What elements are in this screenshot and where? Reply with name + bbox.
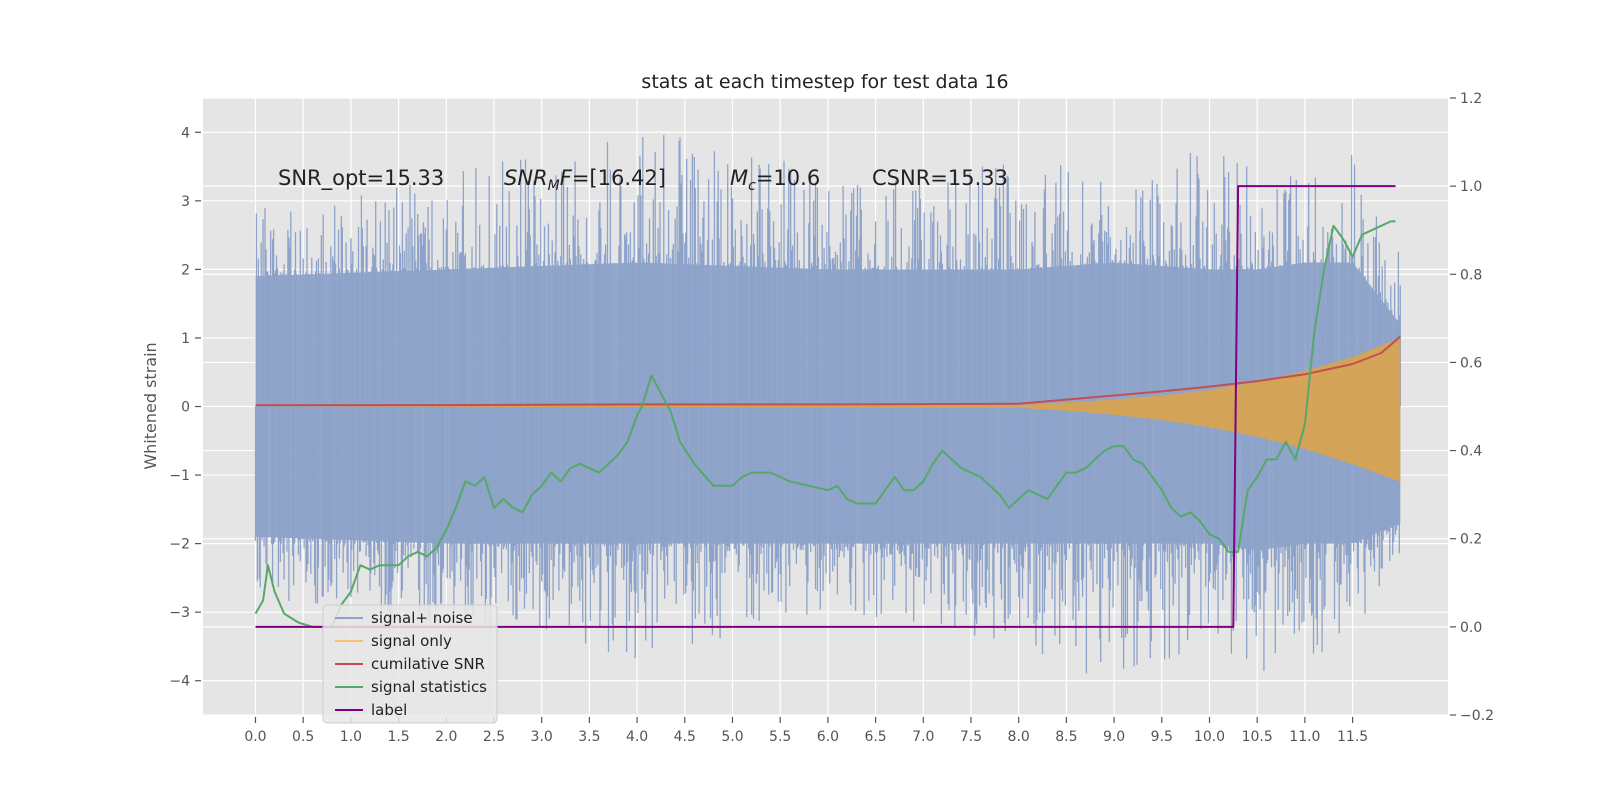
annotation-snr-opt: SNR_opt=15.33: [278, 166, 444, 191]
legend-entry: signal statistics: [371, 678, 487, 696]
x-tick-label: 1.5: [387, 729, 409, 745]
annotation-snr-mf: SNRMF=[16.42]: [504, 166, 666, 194]
x-axis: 0.0 0.5 1.0 1.5 2.0 2.5 3.0 3.5 4.0 4.5 5.0 5.5 6.0 6…: [244, 717, 1368, 745]
annotation-mc: Mc=10.6: [730, 166, 820, 194]
y-tick-label: 0: [181, 400, 190, 416]
y-right-tick-label: 1.0: [1460, 179, 1482, 195]
chart-title: stats at each timestep for test data 16: [641, 71, 1008, 93]
x-tick-label: 8.0: [1008, 729, 1030, 745]
series-label: [255, 185, 1396, 628]
x-tick-label: 7.5: [960, 729, 982, 745]
legend-box: [322, 604, 498, 724]
y-tick-label: −3: [169, 605, 190, 621]
signal-only-series: [255, 337, 1401, 482]
y-tick-label: 3: [181, 194, 190, 210]
x-tick-label: 6.5: [864, 729, 886, 745]
x-tick-label: 10.0: [1194, 729, 1225, 745]
y-right-tick-label: 0.0: [1460, 620, 1482, 636]
x-tick-label: 5.0: [721, 729, 743, 745]
y-axis-right: −0.2 0.0 0.2 0.4 0.6 0.8 1.0 1.2: [1450, 91, 1494, 724]
signal-only-area: [255, 337, 1401, 482]
legend: signal+ noise signal only cumilative SNR si…: [322, 604, 498, 724]
x-tick-label: 0.5: [292, 729, 314, 745]
x-tick-label: 5.5: [769, 729, 791, 745]
x-tick-label: 4.0: [626, 729, 648, 745]
annotations: SNR_opt=15.33 SNRMF=[16.42] Mc=10.6 CSNR=15…: [278, 166, 1008, 194]
legend-entry: signal only: [371, 632, 452, 650]
y-right-tick-label: −0.2: [1460, 708, 1494, 724]
line-series: [254, 185, 1401, 628]
signal-noise-spikes: [254, 135, 1401, 674]
y-right-tick-label: 0.8: [1460, 267, 1482, 283]
y-right-tick-label: 1.2: [1460, 91, 1482, 107]
y-tick-label: −4: [169, 674, 190, 690]
x-tick-label: 1.0: [340, 729, 362, 745]
y-tick-label: −1: [169, 468, 190, 484]
y-tick-label: −2: [169, 537, 190, 553]
x-tick-label: 9.0: [1103, 729, 1125, 745]
x-tick-label: 9.5: [1151, 729, 1173, 745]
series-signal-statistics: [254, 220, 1396, 628]
y-tick-label: 1: [181, 331, 190, 347]
x-tick-label: 7.0: [912, 729, 934, 745]
legend-entry: cumilative SNR: [371, 655, 485, 673]
x-tick-label: 2.0: [435, 729, 457, 745]
y-axis-label: Whitened strain: [141, 342, 160, 469]
legend-entry: signal+ noise: [371, 609, 473, 627]
x-tick-label: 11.5: [1337, 729, 1368, 745]
series-cumilative-snr: [255, 335, 1401, 407]
y-right-tick-label: 0.4: [1460, 444, 1482, 460]
x-tick-label: 11.0: [1289, 729, 1320, 745]
x-tick-label: 0.0: [244, 729, 266, 745]
y-right-tick-label: 0.2: [1460, 532, 1482, 548]
y-right-tick-label: 0.6: [1460, 355, 1482, 371]
x-tick-label: 6.0: [817, 729, 839, 745]
x-tick-label: 4.5: [674, 729, 696, 745]
annotation-csnr: CSNR=15.33: [872, 166, 1008, 190]
y-tick-label: 4: [181, 125, 190, 141]
x-tick-label: 10.5: [1242, 729, 1273, 745]
x-tick-label: 3.5: [578, 729, 600, 745]
y-tick-label: 2: [181, 262, 190, 278]
x-tick-label: 8.5: [1055, 729, 1077, 745]
x-tick-label: 2.5: [483, 729, 505, 745]
legend-entry: label: [371, 701, 407, 719]
y-axis-left: −4 −3 −2 −1 0 1 2 3 4: [169, 125, 201, 690]
x-tick-label: 3.0: [531, 729, 553, 745]
